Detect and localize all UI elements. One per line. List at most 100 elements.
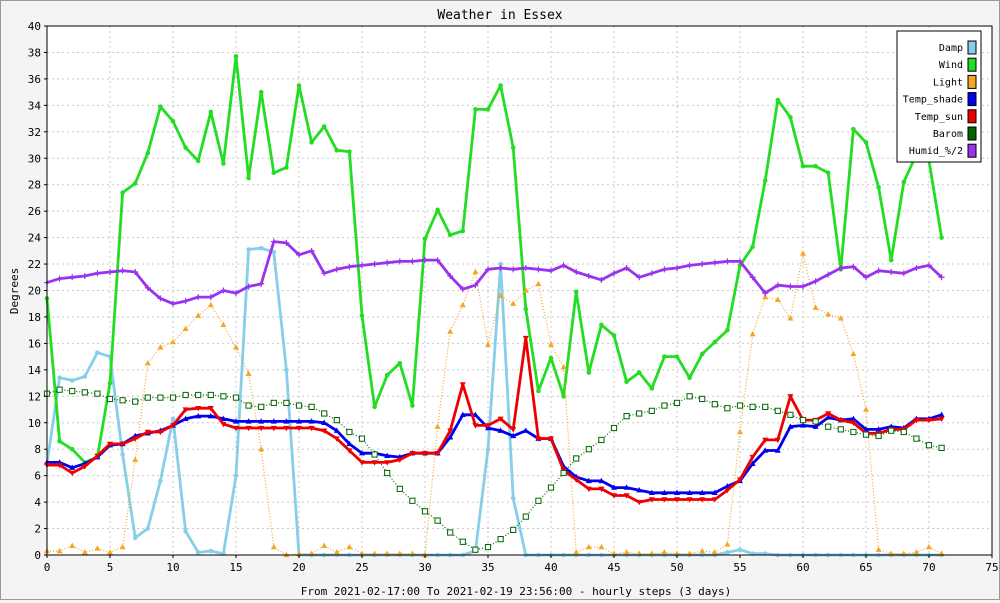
x-tick-label: 55 <box>733 561 746 574</box>
damp-point <box>170 416 176 422</box>
light-point <box>913 549 920 555</box>
temp-shade-point <box>724 483 731 489</box>
barom-point <box>888 427 895 434</box>
light-point <box>711 549 718 555</box>
temp-sun-point <box>258 425 265 432</box>
barom-point <box>459 538 466 545</box>
barom-point <box>850 428 857 436</box>
y-tick-label: 0 <box>34 549 41 562</box>
wind-point <box>57 438 62 444</box>
humid-2-point <box>422 257 428 264</box>
light-point <box>333 549 340 555</box>
temp-sun-point <box>573 477 580 483</box>
temp-shade-point <box>875 426 882 432</box>
light-point <box>69 542 76 548</box>
wind-point <box>372 404 377 410</box>
y-tick-label: 26 <box>28 205 41 218</box>
temp-sun-point <box>69 470 76 477</box>
temp-shade-point <box>648 489 655 496</box>
damp-point <box>69 378 75 383</box>
light-point <box>107 549 113 555</box>
wind-point <box>347 149 352 154</box>
temp-shade-point <box>296 418 302 424</box>
barom-point <box>812 418 819 425</box>
temp-sun-line <box>47 336 942 504</box>
wind-point <box>750 244 755 250</box>
barom-point <box>862 431 870 438</box>
barom-point <box>56 386 63 393</box>
barom-point <box>81 389 88 396</box>
barom-point <box>711 401 718 408</box>
x-tick-label: 0 <box>44 561 51 574</box>
temp-sun-point <box>623 493 630 499</box>
light-point <box>535 280 542 287</box>
damp-point <box>737 547 743 553</box>
damp-point <box>132 535 138 541</box>
temp-sun-point <box>837 417 844 424</box>
barom-point <box>308 403 315 410</box>
light-point <box>119 543 126 550</box>
temp-shade-point <box>774 447 781 453</box>
temp-sun-point <box>585 486 592 493</box>
temp-sun-point <box>384 460 391 466</box>
temp-shade-point <box>346 440 353 447</box>
wind-point <box>473 107 478 112</box>
light-point <box>472 268 479 275</box>
legend: Damp Wind Light Temp_shade Temp_sun Barom Humi… <box>896 30 982 163</box>
wind-point <box>334 148 340 153</box>
temp-sun-point <box>636 499 643 506</box>
temp-sun-point <box>245 425 252 432</box>
barom-point <box>245 402 252 409</box>
light-point <box>875 546 882 552</box>
temp-sun-point <box>132 436 139 442</box>
temp-shade-point <box>787 423 794 429</box>
wind-point <box>788 114 793 120</box>
x-tick-label: 40 <box>544 561 557 574</box>
humid-2-point <box>371 261 378 268</box>
temp-shade-point <box>270 418 277 424</box>
barom-point <box>497 536 504 543</box>
wind-point <box>183 145 188 150</box>
damp-point <box>258 245 264 251</box>
light-point <box>195 312 202 318</box>
wind-point <box>599 322 604 328</box>
humid-2-point <box>409 258 416 265</box>
light-point <box>497 292 504 298</box>
damp-point <box>82 374 88 379</box>
barom-point <box>169 394 177 401</box>
barom-point <box>560 469 567 477</box>
light-point <box>245 370 252 377</box>
damp-point <box>725 550 730 555</box>
temp-shade-point <box>283 418 290 424</box>
y-tick-label: 8 <box>34 443 41 456</box>
temp-shade-point <box>850 415 857 421</box>
barom-point <box>762 403 769 410</box>
temp-shade-point <box>258 418 265 424</box>
barom-point <box>913 435 920 442</box>
humid-2-point <box>686 262 693 269</box>
wind-point <box>498 83 503 88</box>
light-point <box>699 547 706 554</box>
x-tick-label: 50 <box>670 561 683 574</box>
light-point <box>749 330 756 337</box>
wind-point <box>699 351 705 357</box>
humid-2-point <box>648 270 655 277</box>
temp-sun-point <box>611 493 617 499</box>
humid-2-point <box>472 282 479 289</box>
damp-point <box>57 375 62 381</box>
y-tick-label: 12 <box>28 390 41 403</box>
barom-point <box>144 394 151 401</box>
light-point <box>837 315 844 321</box>
temp-shade-point <box>699 489 706 496</box>
y-tick-label: 22 <box>28 258 41 271</box>
light-point <box>447 328 454 334</box>
light-point <box>510 300 517 306</box>
barom-point <box>157 394 164 401</box>
humid-2-point <box>447 272 454 279</box>
humid-2-point <box>333 266 340 273</box>
temp-sun-point <box>648 497 655 503</box>
barom-point <box>736 402 744 409</box>
humid-2-point <box>548 267 554 274</box>
